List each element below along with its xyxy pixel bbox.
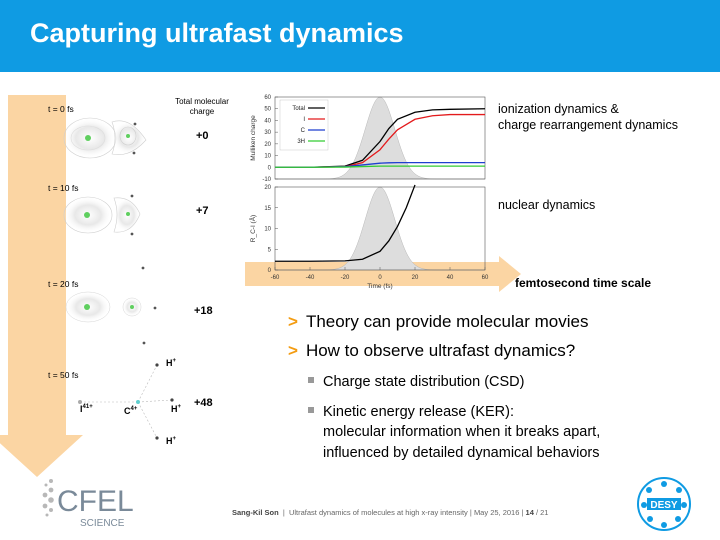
cfel-logo-text: CFEL xyxy=(57,485,134,518)
snapshot-molecule-2 xyxy=(65,266,157,345)
chart-top-frame xyxy=(274,96,486,180)
chart-top-ytick-label: 60 xyxy=(264,95,271,101)
chart-top-ytick-label: 50 xyxy=(264,107,271,113)
sub-bullet-ker-line3: influenced by detailed dynamical behavio… xyxy=(323,445,600,461)
chart-top-ytick-label: 10 xyxy=(264,154,271,160)
chart-top-ytick-label: 0 xyxy=(268,165,272,171)
desy-logo: DESY xyxy=(637,477,691,531)
chart-bottom-ytick-label: 10 xyxy=(264,227,271,233)
title-bar xyxy=(0,0,720,72)
chart-bottom-ytick-label: 5 xyxy=(268,247,272,253)
chart-bottom-xtick-label: 20 xyxy=(412,275,419,281)
chart-bottom-pulse-envelope xyxy=(275,186,485,271)
chart-bottom-xtick-label: 60 xyxy=(482,275,489,281)
chart-bottom-ylabel: R_C-I (Å) xyxy=(248,215,257,242)
snapshot-time-3: t = 50 fs xyxy=(48,370,79,380)
snapshot-charge-1: +7 xyxy=(196,205,209,217)
chart-bottom-series-line xyxy=(275,184,416,262)
snapshot-molecule-1 xyxy=(63,194,141,236)
total-charge-header: Total molecular charge xyxy=(175,97,229,116)
chart-bottom-ytick-label: 0 xyxy=(268,268,272,274)
chart-top-ytick-label: 40 xyxy=(264,118,271,124)
chart-bottom-xtick-label: -60 xyxy=(271,275,280,281)
chart-legend-label: Total xyxy=(292,106,305,112)
note-timescale: femtosecond time scale xyxy=(515,276,652,290)
bullet-theory: > Theory can provide molecular movies xyxy=(288,312,589,331)
chart-legend-label: C xyxy=(301,128,306,134)
hydrogen-label-mid: H+ xyxy=(171,404,182,414)
cfel-logo: CFEL SCIENCE xyxy=(42,479,134,529)
slide-title: Capturing ultrafast dynamics xyxy=(30,18,404,48)
sub-bullet-ker-line2: molecular information when it breaks apa… xyxy=(323,424,601,440)
desy-logo-text: DESY xyxy=(650,500,678,511)
chart-top-ytick-label: -10 xyxy=(262,177,271,183)
chart-top-ylabel: Mulliken charge xyxy=(250,115,257,161)
snapshot-time-0: t = 0 fs xyxy=(48,104,74,114)
snapshot-molecule-0 xyxy=(63,117,147,159)
chart-bottom-xtick-label: 0 xyxy=(378,275,382,281)
sub-bullet-csd: Charge state distribution (CSD) xyxy=(308,373,524,392)
snapshot-charge-3: +48 xyxy=(194,397,213,409)
iodine-label: I41+ xyxy=(80,404,93,414)
chart-bottom-ytick-label: 15 xyxy=(264,206,271,212)
snapshot-time-2: t = 20 fs xyxy=(48,279,79,289)
chart-top-ytick-label: 20 xyxy=(264,142,271,148)
bullet-observe: > How to observe ultrafast dynamics? xyxy=(288,341,576,360)
snapshot-charge-0: +0 xyxy=(196,130,209,142)
note-ionization: ionization dynamics & charge rearrangeme… xyxy=(498,102,678,132)
hydrogen-label-top: H+ xyxy=(166,358,177,368)
chart-legend-label: 3H xyxy=(297,139,305,145)
chart-bottom-xtick-label: -40 xyxy=(306,275,315,281)
chart-legend-label: I xyxy=(303,117,305,123)
chart-bottom-xtick-label: -20 xyxy=(341,275,350,281)
carbon-label: C4+ xyxy=(124,406,138,416)
snapshot-molecule-3 xyxy=(80,364,173,439)
chart-top-series-line xyxy=(275,165,485,168)
note-nuclear: nuclear dynamics xyxy=(498,198,596,212)
molecule-snapshots xyxy=(63,117,174,440)
cfel-logo-subtext: SCIENCE xyxy=(80,518,125,529)
snapshot-charge-2: +18 xyxy=(194,305,213,317)
time-arrow-vertical xyxy=(0,95,83,477)
chart-bottom-ytick-label: 20 xyxy=(264,185,271,191)
snapshot-time-1: t = 10 fs xyxy=(48,183,79,193)
time-arrow-horizontal xyxy=(245,256,521,292)
footer: Sang-Kil Son | Ultrafast dynamics of mol… xyxy=(232,508,549,517)
hydrogen-label-bottom: H+ xyxy=(166,436,177,446)
chart-top-ytick-label: 30 xyxy=(264,130,271,136)
chart-bottom-xlabel: Time (fs) xyxy=(367,283,392,290)
sub-bullet-ker: Kinetic energy release (KER): xyxy=(308,403,514,422)
chart-bottom-xtick-label: 40 xyxy=(447,275,454,281)
